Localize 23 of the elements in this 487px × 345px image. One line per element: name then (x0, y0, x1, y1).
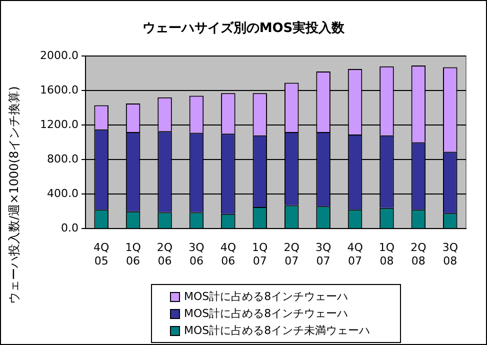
x-tick-label: 2Q 07 (284, 241, 300, 268)
x-tick-label: 4Q 05 (94, 241, 110, 268)
y-tick-label: 800.0 (46, 152, 78, 166)
y-tick-label: 0.0 (60, 221, 78, 234)
x-tick-label: 3Q 06 (188, 241, 205, 268)
chart-title: ウェーハサイズ別のMOS実投入数 (141, 20, 346, 37)
y-axis-title: ウェーハ投入数/週×1000(8インチ換算) (6, 85, 22, 306)
x-tick-label: 1Q 07 (252, 241, 268, 268)
x-tick-label: 3Q 08 (442, 241, 458, 268)
x-tick-label: 2Q 06 (156, 241, 173, 268)
y-tick-label: 1200.0 (40, 118, 78, 131)
x-tick-label: 1Q 08 (378, 241, 395, 268)
y-tick-label: 2000.0 (40, 48, 78, 62)
legend-label: MOS計に占める8インチウェーハ (184, 289, 348, 304)
x-tick-label: 2Q 08 (410, 241, 427, 268)
x-tick-label: 4Q 07 (347, 241, 364, 268)
y-tick-label: 400.0 (46, 186, 78, 200)
x-tick-label: 1Q 06 (125, 241, 142, 268)
x-tick-label: 3Q 07 (315, 241, 332, 268)
x-tick-label: 4Q 06 (220, 241, 236, 268)
legend-label: MOS計に占める8インチ未満ウェーハ (184, 323, 370, 338)
legend-label: MOS計に占める8インチウェーハ (184, 306, 348, 321)
y-tick-label: 1600.0 (40, 83, 78, 96)
